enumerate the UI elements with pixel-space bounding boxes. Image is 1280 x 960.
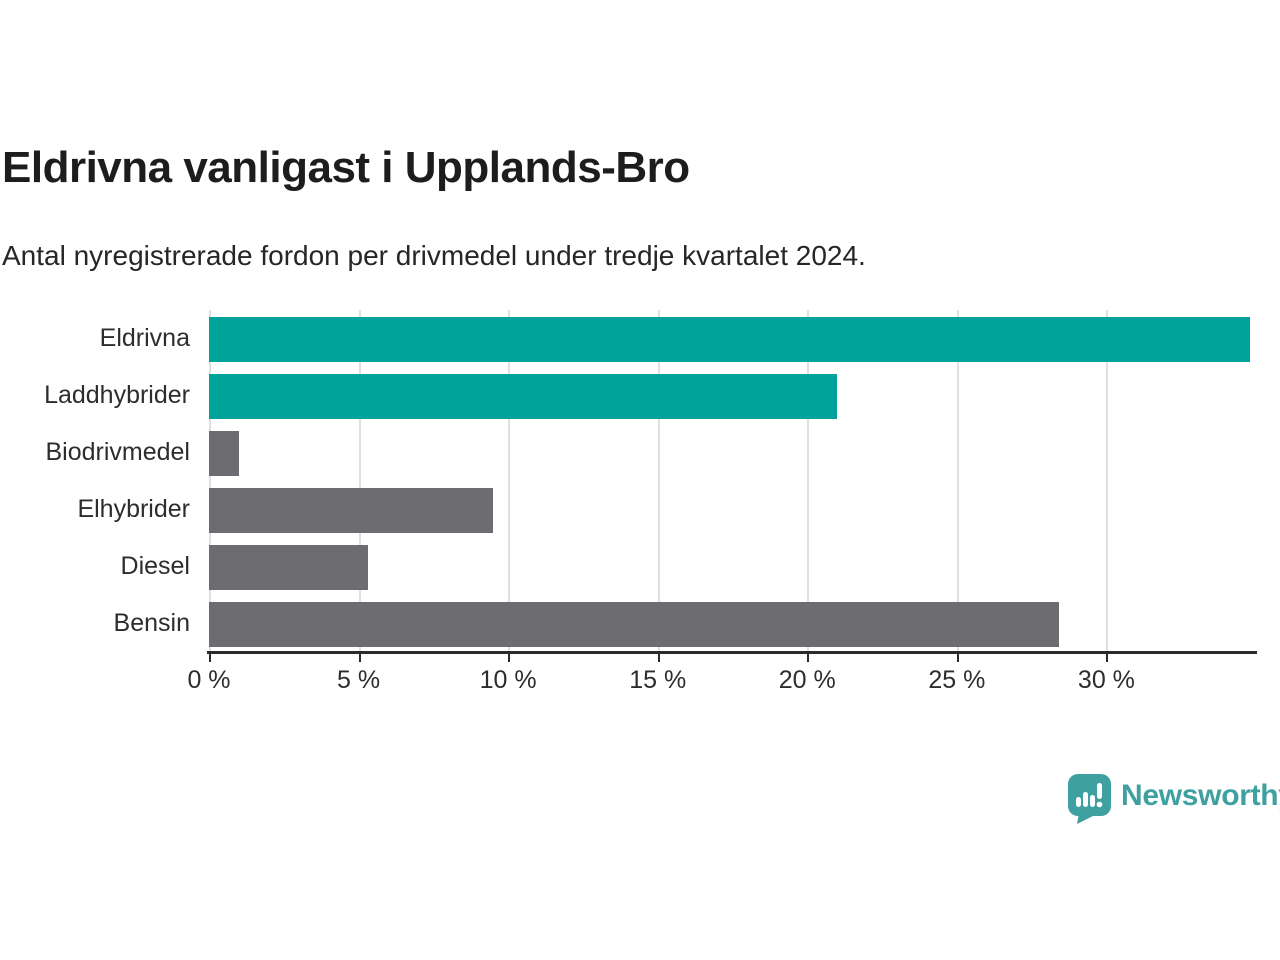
- x-tick-label: 25 %: [928, 666, 986, 694]
- category-label-bensin: Bensin: [113, 609, 190, 637]
- bar-biodrivmedel: [209, 431, 239, 476]
- x-tick-label: 10 %: [479, 666, 537, 694]
- newsworthy-logo-text: Newsworthy: [1121, 779, 1280, 812]
- chart-title: Eldrivna vanligast i Upplands-Bro: [2, 143, 690, 192]
- newsworthy-logo-icon: [1068, 774, 1111, 824]
- bar-diesel: [209, 545, 368, 590]
- plot-area: [209, 310, 1256, 652]
- category-label-elhybrider: Elhybrider: [77, 495, 190, 523]
- category-label-diesel: Diesel: [120, 552, 190, 580]
- chart-subtitle: Antal nyregistrerade fordon per drivmede…: [2, 240, 866, 271]
- x-tick-mark: [209, 654, 211, 662]
- x-tick-label: 30 %: [1077, 666, 1135, 694]
- newsworthy-logo: Newsworthy: [1068, 774, 1280, 824]
- category-label-eldrivna: Eldrivna: [99, 324, 190, 352]
- x-tick-label: 0 %: [187, 666, 231, 694]
- x-tick-mark: [358, 654, 361, 662]
- gridline: [807, 310, 810, 652]
- x-tick-label: 15 %: [629, 666, 687, 694]
- bar-bensin: [209, 602, 1059, 647]
- gridline: [657, 310, 660, 652]
- category-label-biodrivmedel: Biodrivmedel: [45, 438, 190, 466]
- gridline: [956, 310, 959, 652]
- x-tick-mark: [508, 654, 511, 662]
- gridline: [508, 310, 511, 652]
- x-axis-line: [207, 651, 1257, 654]
- x-tick-label: 5 %: [337, 666, 381, 694]
- x-tick-mark: [807, 654, 810, 662]
- bar-laddhybrider: [209, 374, 838, 419]
- category-label-laddhybrider: Laddhybrider: [44, 381, 190, 409]
- gridline: [1106, 310, 1109, 652]
- category-axis-labels: Eldrivna Laddhybrider Biodrivmedel Elhybrid…: [0, 310, 190, 652]
- x-tick-mark: [657, 654, 660, 662]
- bar-eldrivna: [209, 317, 1251, 362]
- x-tick-mark: [1106, 654, 1109, 662]
- x-tick-mark: [956, 654, 959, 662]
- x-tick-label: 20 %: [778, 666, 836, 694]
- gridline: [209, 310, 211, 652]
- bar-elhybrider: [209, 488, 494, 533]
- gridline: [358, 310, 361, 652]
